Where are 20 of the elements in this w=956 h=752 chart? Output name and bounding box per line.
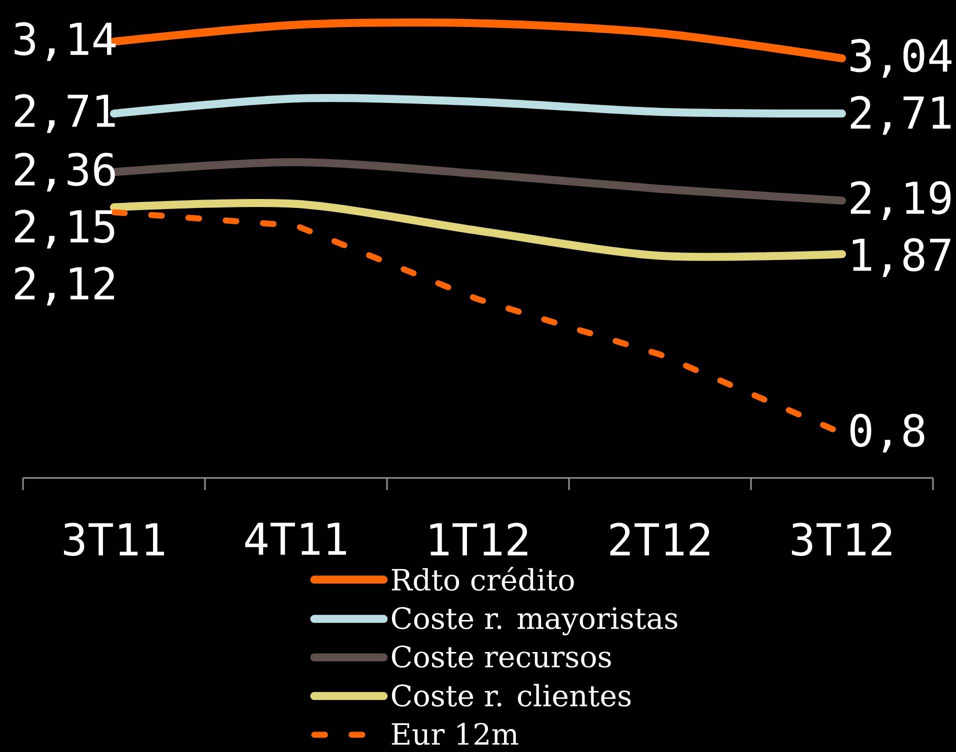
- data-label: 2,12: [15, 266, 114, 306]
- legend-label: Coste r. clientes: [392, 684, 631, 707]
- x-tick-label: 4T11: [245, 522, 346, 555]
- data-label: 2,19: [850, 181, 951, 220]
- x-tick-label: 3T11: [64, 522, 164, 556]
- data-label: 0,8: [850, 414, 924, 453]
- data-label: 3,04: [850, 38, 952, 78]
- data-label: 2,71: [850, 96, 951, 135]
- legend-label: Coste recursos: [392, 645, 611, 668]
- data-label: 2,36: [15, 152, 115, 192]
- data-label: 2,15: [15, 210, 114, 249]
- x-tick-label: 3T12: [792, 522, 892, 556]
- legend-label: Eur 12m: [392, 722, 518, 746]
- data-label: 1,87: [852, 238, 950, 277]
- x-tick-label: 2T12: [610, 522, 710, 556]
- data-label: 3,14: [14, 22, 116, 62]
- legend-label: Rdto crédito: [392, 566, 574, 591]
- x-tick-label: 1T12: [430, 522, 528, 556]
- data-label: 2,71: [15, 94, 115, 133]
- legend-label: Coste r. mayoristas: [392, 607, 678, 636]
